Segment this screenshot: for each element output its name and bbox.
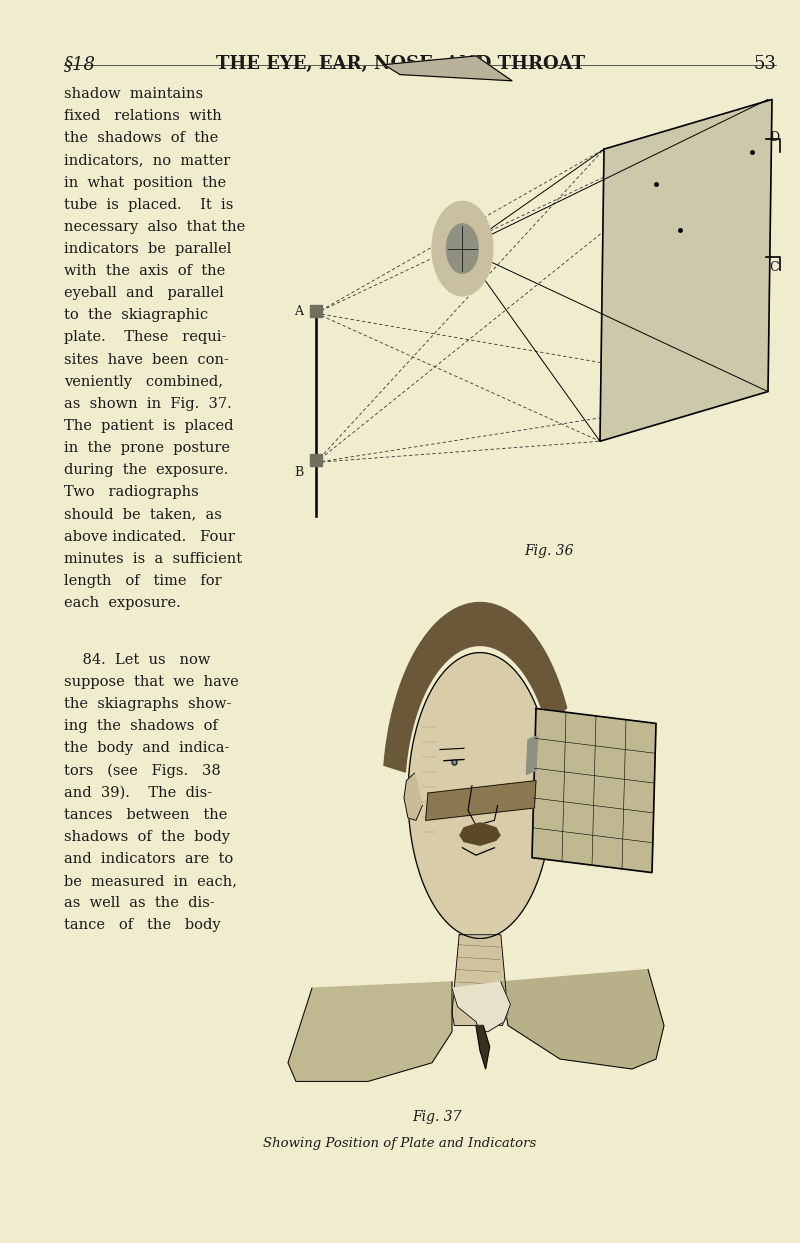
Polygon shape [384, 56, 512, 81]
Text: eyeball  and   parallel: eyeball and parallel [64, 286, 224, 300]
Polygon shape [404, 773, 422, 820]
Polygon shape [532, 709, 656, 873]
Polygon shape [408, 653, 552, 938]
Text: above indicated.   Four: above indicated. Four [64, 530, 235, 543]
Text: tors   (see   Figs.   38: tors (see Figs. 38 [64, 763, 221, 778]
Polygon shape [501, 970, 664, 1069]
Text: with  the  axis  of  the: with the axis of the [64, 264, 226, 278]
Text: in  what  position  the: in what position the [64, 175, 226, 189]
Text: D: D [770, 131, 780, 143]
Circle shape [432, 201, 493, 296]
Text: fixed   relations  with: fixed relations with [64, 109, 222, 123]
Polygon shape [452, 935, 508, 1025]
Text: Showing Position of Plate and Indicators: Showing Position of Plate and Indicators [263, 1137, 537, 1150]
Text: tube  is  placed.    It  is: tube is placed. It is [64, 198, 234, 211]
Text: to  the  skiagraphic: to the skiagraphic [64, 308, 208, 322]
Text: tance   of   the   body: tance of the body [64, 919, 221, 932]
Text: sites  have  been  con-: sites have been con- [64, 353, 229, 367]
Text: as  shown  in  Fig.  37.: as shown in Fig. 37. [64, 397, 232, 410]
Polygon shape [600, 99, 772, 441]
Text: indicators  be  parallel: indicators be parallel [64, 242, 231, 256]
Polygon shape [452, 982, 510, 1032]
Text: C: C [770, 261, 779, 273]
Text: 53: 53 [753, 55, 776, 72]
Text: necessary  also  that the: necessary also that the [64, 220, 246, 234]
Text: length   of   time   for: length of time for [64, 574, 222, 588]
Text: and  39).    The  dis-: and 39). The dis- [64, 786, 212, 799]
Text: ing  the  shadows  of: ing the shadows of [64, 720, 218, 733]
Text: Two   radiographs: Two radiographs [64, 485, 198, 500]
Text: the  skiagraphs  show-: the skiagraphs show- [64, 697, 231, 711]
Polygon shape [460, 823, 500, 845]
Polygon shape [476, 1025, 490, 1069]
Polygon shape [384, 603, 566, 772]
Text: the  shadows  of  the: the shadows of the [64, 132, 218, 145]
Text: in  the  prone  posture: in the prone posture [64, 441, 230, 455]
Polygon shape [288, 982, 452, 1081]
Text: tances   between   the: tances between the [64, 808, 227, 822]
Polygon shape [526, 736, 538, 774]
Text: Fig. 37: Fig. 37 [412, 1110, 462, 1124]
Text: each  exposure.: each exposure. [64, 595, 181, 610]
Text: veniently   combined,: veniently combined, [64, 374, 223, 389]
Text: A: A [294, 305, 303, 317]
Text: and  indicators  are  to: and indicators are to [64, 851, 234, 866]
Text: The  patient  is  placed: The patient is placed [64, 419, 234, 433]
Bar [310, 454, 322, 466]
Text: Fig. 36: Fig. 36 [524, 544, 574, 558]
Text: the  body  and  indica-: the body and indica- [64, 741, 230, 756]
Polygon shape [426, 781, 536, 820]
Text: THE EYE, EAR, NOSE, AND THROAT: THE EYE, EAR, NOSE, AND THROAT [215, 55, 585, 72]
Text: during  the  exposure.: during the exposure. [64, 464, 228, 477]
Text: §18: §18 [64, 55, 96, 72]
Text: should  be  taken,  as: should be taken, as [64, 507, 222, 521]
Text: as  well  as  the  dis-: as well as the dis- [64, 896, 214, 910]
Text: shadow  maintains: shadow maintains [64, 87, 203, 101]
Text: minutes  is  a  sufficient: minutes is a sufficient [64, 552, 242, 566]
Circle shape [446, 224, 478, 273]
Text: shadows  of  the  body: shadows of the body [64, 830, 230, 844]
Text: be  measured  in  each,: be measured in each, [64, 874, 237, 888]
Text: plate.    These   requi-: plate. These requi- [64, 331, 226, 344]
Bar [310, 305, 322, 317]
Text: B: B [294, 466, 304, 479]
Text: indicators,  no  matter: indicators, no matter [64, 153, 230, 168]
Text: suppose  that  we  have: suppose that we have [64, 675, 238, 689]
Text: 84.  Let  us   now: 84. Let us now [64, 653, 210, 666]
